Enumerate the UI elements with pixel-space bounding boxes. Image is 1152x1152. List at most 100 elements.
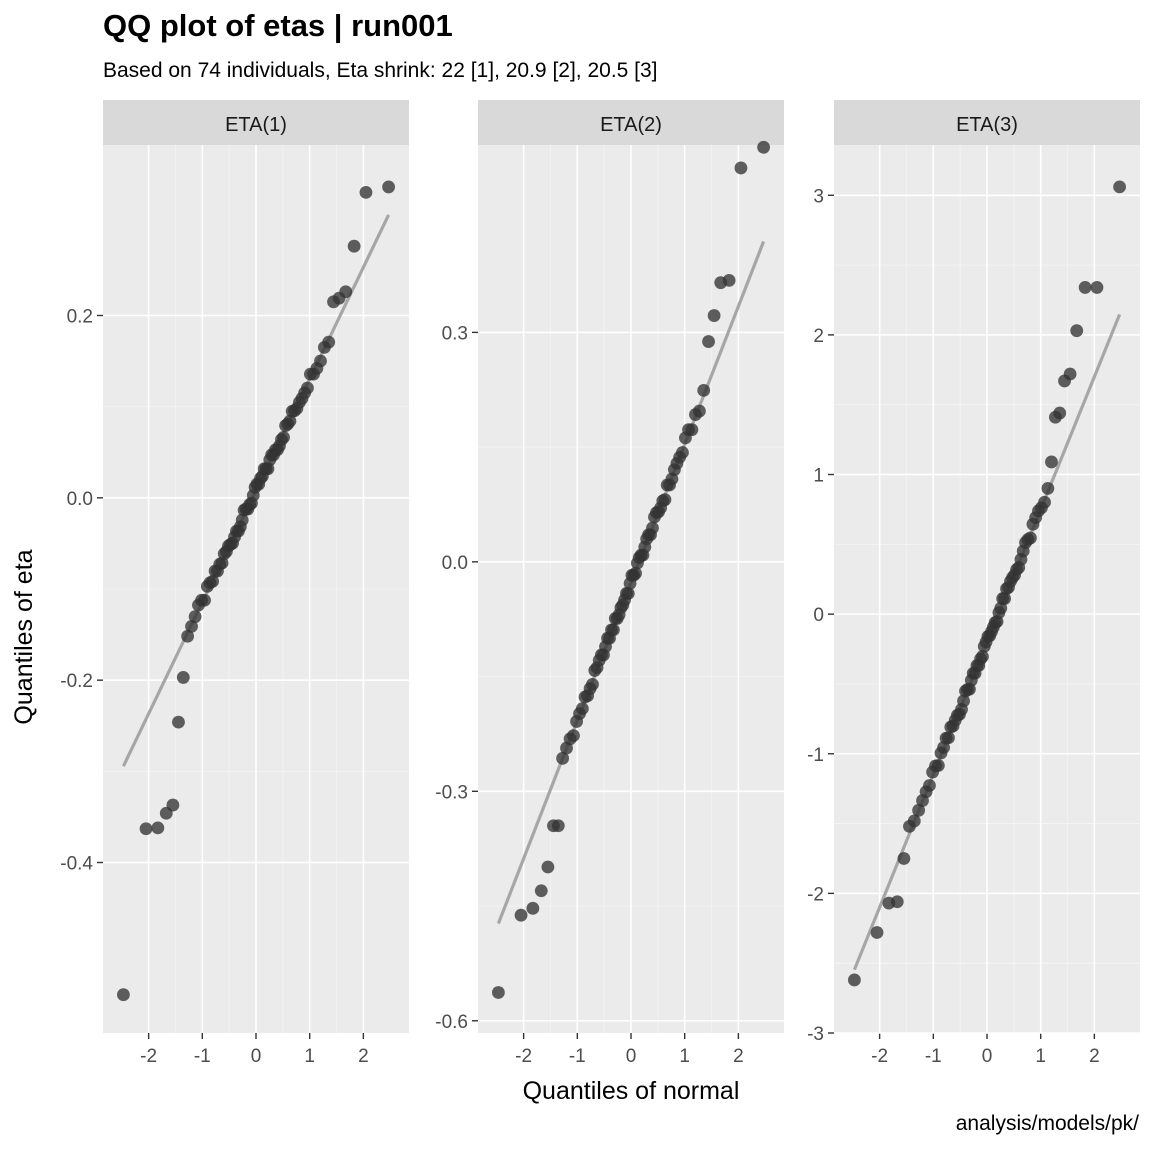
x-tick-label: 2: [1089, 1046, 1100, 1067]
data-point: [848, 973, 861, 987]
data-point: [339, 285, 353, 299]
x-tick-label: 2: [358, 1046, 369, 1067]
data-point: [181, 629, 195, 643]
data-point: [492, 986, 505, 999]
data-point: [586, 677, 599, 691]
data-point: [957, 694, 970, 708]
x-axis-title: Quantiles of normal: [523, 1077, 740, 1105]
x-tick-label: 1: [304, 1046, 315, 1067]
y-tick-label: 3: [813, 186, 824, 207]
x-tick-label: 0: [982, 1046, 993, 1067]
data-point: [359, 186, 373, 199]
data-point: [646, 521, 659, 535]
data-point: [198, 593, 211, 607]
data-point: [676, 446, 689, 459]
data-point: [697, 383, 711, 397]
data-point: [976, 650, 989, 663]
x-tick-label: -2: [515, 1046, 532, 1067]
data-point: [722, 273, 736, 287]
x-tick-label: -2: [140, 1046, 157, 1067]
data-point: [1023, 531, 1037, 545]
data-point: [912, 803, 926, 817]
data-point: [567, 729, 580, 742]
facet-strip-label: ETA(3): [956, 114, 1018, 136]
data-point: [117, 988, 130, 1002]
x-tick-label: -1: [194, 1046, 211, 1067]
chart-subtitle: Based on 74 individuals, Eta shrink: 22 …: [103, 59, 658, 82]
data-point: [301, 381, 314, 395]
y-tick-label: -0.2: [60, 671, 93, 692]
data-point: [890, 895, 904, 909]
panel-2: ETA(2) -2 -1 0 1 2 -0.6 -0.3 0.0 0.3: [435, 100, 784, 1067]
data-point: [1078, 281, 1092, 294]
data-point: [870, 926, 884, 939]
facet-strip: [478, 100, 784, 145]
data-point: [692, 404, 706, 418]
data-point: [206, 574, 220, 588]
data-point: [322, 335, 336, 349]
data-point: [702, 335, 715, 348]
chart-title: QQ plot of etas | run001: [103, 8, 453, 43]
data-point: [942, 731, 955, 745]
data-point: [897, 852, 911, 865]
x-tick-label: 0: [251, 1046, 262, 1067]
data-point: [658, 493, 672, 507]
data-point: [176, 671, 190, 684]
data-point: [314, 354, 327, 368]
y-tick-label: -0.3: [435, 782, 468, 803]
y-axis-title: Quantiles of eta: [10, 549, 38, 724]
x-tick-label: -1: [925, 1046, 942, 1067]
facet-strip: [834, 100, 1140, 145]
y-tick-label: -1: [807, 745, 824, 766]
y-tick-label: 0.0: [67, 489, 93, 510]
data-point: [235, 513, 249, 527]
data-point: [1063, 367, 1077, 381]
facet-strip-label: ETA(2): [600, 114, 662, 136]
chart-caption: analysis/models/pk/: [955, 1112, 1139, 1135]
y-tick-label: -2: [807, 884, 824, 905]
data-point: [1045, 455, 1058, 469]
y-tick-label: -3: [807, 1024, 824, 1045]
y-tick-label: -0.4: [60, 854, 93, 875]
y-tick-label: 0.3: [442, 323, 468, 344]
data-point: [1041, 482, 1055, 495]
data-point: [139, 822, 153, 836]
data-point: [526, 901, 540, 915]
data-point: [534, 884, 548, 898]
data-point: [685, 423, 699, 437]
data-point: [707, 309, 721, 322]
data-point: [575, 702, 589, 716]
data-point: [556, 751, 570, 765]
y-tick-label: 2: [813, 326, 824, 347]
data-point: [923, 779, 936, 792]
data-point: [541, 860, 555, 874]
x-tick-label: 0: [626, 1046, 637, 1067]
data-point: [1070, 324, 1084, 338]
data-point: [188, 610, 202, 624]
x-tick-label: 1: [679, 1046, 690, 1067]
facet-strip-label: ETA(1): [225, 114, 287, 136]
y-tick-label: 0.2: [67, 306, 93, 327]
x-tick-label: -2: [871, 1046, 888, 1067]
data-point: [277, 431, 290, 444]
data-point: [382, 180, 395, 194]
data-point: [931, 759, 945, 772]
data-point: [166, 798, 180, 812]
y-tick-label: 0: [813, 605, 824, 626]
data-point: [185, 619, 198, 633]
x-tick-label: -1: [569, 1046, 586, 1067]
data-point: [1053, 406, 1067, 420]
data-point: [607, 623, 620, 637]
data-point: [551, 819, 565, 833]
panel-1: ETA(1) -2 -1 0 1 2 -0.4 -0.2 0.0 0.2: [60, 100, 409, 1067]
x-tick-label: 1: [1035, 1046, 1046, 1067]
y-tick-label: -0.6: [435, 1012, 468, 1033]
data-point: [283, 414, 297, 428]
data-point: [514, 908, 528, 922]
data-point: [734, 161, 748, 175]
data-point: [907, 814, 921, 828]
panel-3: ETA(3) -2 -1 0 1 2 -3 -2 -1 0 1 2 3: [807, 100, 1140, 1067]
data-point: [1090, 281, 1104, 294]
data-point: [998, 592, 1011, 605]
